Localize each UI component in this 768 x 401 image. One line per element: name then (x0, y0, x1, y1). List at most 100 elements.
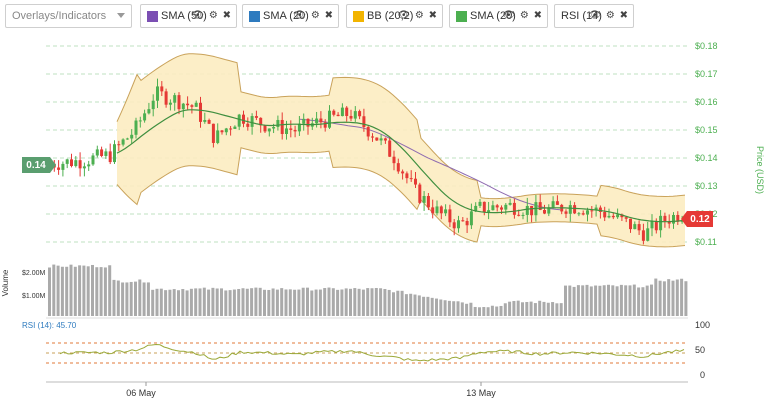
gear-icon[interactable]: ⚙ (208, 10, 219, 21)
volume-bar (314, 289, 318, 316)
chip-label: SMA (20) (263, 10, 309, 22)
volume-bar (108, 265, 112, 316)
volume-bar (177, 290, 180, 316)
candle-body (186, 103, 190, 106)
volume-bar (103, 267, 107, 316)
chip-rsi[interactable]: RSI (14) 👁 ⚙ ✖ (554, 4, 634, 28)
candle-body (345, 107, 349, 116)
bb-swatch (353, 11, 364, 22)
close-icon[interactable]: ✖ (533, 10, 543, 21)
candle-body (113, 144, 116, 163)
candle-body (164, 91, 168, 105)
close-icon[interactable]: ✖ (222, 10, 232, 21)
volume-bar (241, 288, 245, 316)
volume-bar (116, 280, 120, 316)
volume-bar (146, 282, 150, 316)
volume-bar (482, 307, 486, 316)
candle-body (461, 220, 465, 222)
volume-axis-title: Volume (1, 269, 10, 296)
volume-bar (164, 290, 168, 316)
candle-body (121, 139, 125, 145)
volume-bar (374, 287, 378, 316)
volume-bar (443, 300, 447, 316)
volume-bar (469, 302, 473, 316)
volume-bar (465, 303, 469, 316)
candle-body (577, 213, 581, 215)
eye-icon[interactable]: 👁 (502, 10, 517, 21)
close-icon[interactable]: ✖ (324, 10, 334, 21)
bollinger-upper-line (116, 53, 686, 200)
volume-bar (121, 282, 125, 316)
eye-icon[interactable]: 👁 (397, 10, 412, 21)
gear-icon[interactable]: ⚙ (605, 10, 616, 21)
rsi-tick-0: 0 (700, 370, 705, 380)
volume-bar (495, 306, 499, 316)
eye-icon[interactable]: 👁 (588, 10, 603, 21)
candle-body (435, 206, 439, 214)
chip-sma20-blue[interactable]: SMA (20) 👁 ⚙ ✖ (242, 4, 339, 28)
volume-bar (237, 288, 241, 316)
volume-bar (404, 294, 408, 316)
price-tick: $0.17 (695, 69, 718, 79)
gear-icon[interactable]: ⚙ (310, 10, 321, 21)
chip-sma20-green[interactable]: SMA (20) 👁 ⚙ ✖ (449, 4, 548, 28)
candle-body (216, 130, 220, 143)
volume-bar (637, 287, 641, 316)
volume-bar (460, 302, 464, 316)
candle-body (125, 138, 129, 140)
candle-body (457, 220, 460, 229)
candlesticks (48, 78, 684, 245)
volume-bar (508, 301, 512, 316)
candle-body (586, 210, 589, 215)
candle-body (672, 214, 675, 224)
volume-bar (288, 289, 292, 316)
sma20-blue-swatch (249, 11, 260, 22)
gear-icon[interactable]: ⚙ (414, 10, 425, 21)
chip-bollinger[interactable]: BB (20,2) 👁 ⚙ ✖ (346, 4, 443, 28)
overlays-indicators-select[interactable]: Overlays/Indicators (5, 4, 132, 28)
chip-label: SMA (50) (161, 10, 207, 22)
price-chart[interactable]: $0.18$0.17$0.16$0.15$0.14$0.13$0.12$0.11… (0, 34, 768, 401)
volume-bar (632, 284, 636, 316)
candle-body (254, 116, 258, 118)
candle-body (401, 171, 405, 174)
price-tick: $0.13 (695, 181, 718, 191)
volume-bar (357, 288, 361, 316)
candle-body (147, 109, 151, 114)
volume-bar (159, 288, 163, 316)
volume-bar (607, 284, 610, 316)
candle-body (392, 156, 396, 164)
candle-body (388, 140, 392, 157)
price-tick: $0.11 (695, 237, 717, 247)
candle-body (242, 114, 245, 124)
volume-bar (521, 302, 524, 316)
overlays-placeholder: Overlays/Indicators (12, 10, 107, 22)
candle-body (194, 102, 198, 107)
volume-bar (99, 267, 103, 316)
gear-icon[interactable]: ⚙ (519, 10, 530, 21)
candle-body (371, 136, 374, 138)
volume-bar (361, 289, 365, 316)
volume-bar (447, 300, 451, 316)
candle-body (87, 164, 91, 167)
eye-icon[interactable]: 👁 (191, 10, 206, 21)
volume-bar (69, 264, 73, 316)
chip-sma50[interactable]: SMA (50) 👁 ⚙ ✖ (140, 4, 237, 28)
volume-bar (95, 267, 99, 316)
volume-bar (572, 286, 576, 316)
eye-icon[interactable]: 👁 (293, 10, 308, 21)
volume-bar (662, 281, 666, 316)
candle-body (418, 184, 422, 203)
candle-body (220, 130, 224, 133)
chip-label: BB (20,2) (367, 10, 414, 22)
volume-bar (555, 303, 559, 316)
close-icon[interactable]: ✖ (428, 10, 438, 21)
volume-bar (417, 295, 421, 316)
volume-bar (473, 306, 477, 316)
volume-bar (499, 305, 503, 316)
candle-body (272, 127, 276, 129)
candle-body (465, 220, 469, 226)
candle-body (405, 173, 409, 179)
close-icon[interactable]: ✖ (619, 10, 629, 21)
volume-bar (392, 292, 395, 316)
